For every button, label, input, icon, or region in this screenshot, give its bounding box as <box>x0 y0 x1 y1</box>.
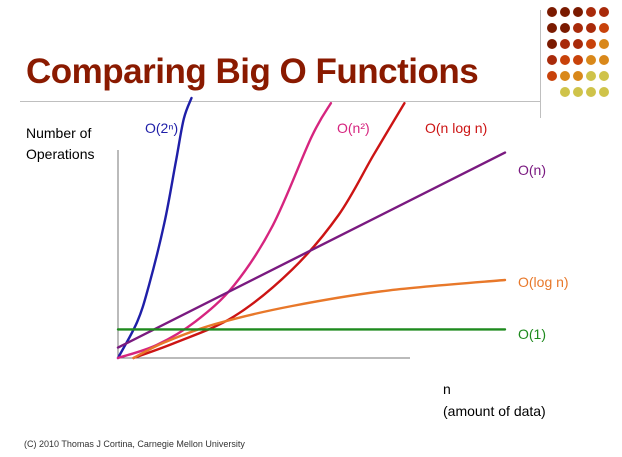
decor-dot <box>573 7 583 17</box>
legend-label-nlogn: O(n log n) <box>425 120 487 136</box>
decor-dot <box>599 7 609 17</box>
copyright-footer: (C) 2010 Thomas J Cortina, Carnegie Mell… <box>24 439 245 449</box>
legend-label-linear: O(n) <box>518 162 546 178</box>
series-line-quad <box>116 102 333 360</box>
decor-dot <box>547 7 557 17</box>
decor-dot <box>586 23 596 33</box>
y-axis-label: Number of Operations <box>26 123 94 165</box>
decor-dot <box>560 7 570 17</box>
series-line-linear <box>116 151 507 349</box>
decor-dot <box>560 71 570 81</box>
decor-dot <box>547 55 557 65</box>
series-line-exp <box>116 96 193 360</box>
series-line-nlogn <box>132 102 406 360</box>
divider-horizontal <box>20 101 540 102</box>
decor-dot <box>586 7 596 17</box>
decor-dot <box>547 71 557 81</box>
decor-dot <box>560 55 570 65</box>
decor-dot <box>560 23 570 33</box>
legend-label-const: O(1) <box>518 326 546 342</box>
decor-dot <box>599 87 609 97</box>
decor-dot <box>573 55 583 65</box>
x-axis-label-line-1: n <box>443 381 451 397</box>
decor-dot <box>586 55 596 65</box>
decor-dot <box>547 39 557 49</box>
decor-dot <box>573 39 583 49</box>
y-axis-label-line-2: Operations <box>26 146 95 162</box>
decorative-dot-grid <box>547 7 609 97</box>
decor-dot <box>586 39 596 49</box>
divider-vertical <box>540 10 541 118</box>
decor-dot <box>573 87 583 97</box>
legend-label-log: O(log n) <box>518 274 569 290</box>
decor-dot <box>560 39 570 49</box>
x-axis-label-line-2: (amount of data) <box>443 403 546 419</box>
decor-dot <box>586 87 596 97</box>
decor-dot <box>586 71 596 81</box>
legend-label-exp: O(2ⁿ) <box>145 120 178 136</box>
decor-dot <box>547 23 557 33</box>
decor-dot <box>573 23 583 33</box>
decor-dot <box>599 23 609 33</box>
legend-label-quad: O(n²) <box>337 120 370 136</box>
decor-dot <box>599 55 609 65</box>
decor-dot <box>599 39 609 49</box>
y-axis-label-line-1: Number of <box>26 125 92 141</box>
decor-dot <box>599 71 609 81</box>
decor-dot <box>560 87 570 97</box>
decor-dot <box>573 71 583 81</box>
page-title: Comparing Big O Functions <box>26 52 479 91</box>
series-line-log <box>132 278 507 360</box>
